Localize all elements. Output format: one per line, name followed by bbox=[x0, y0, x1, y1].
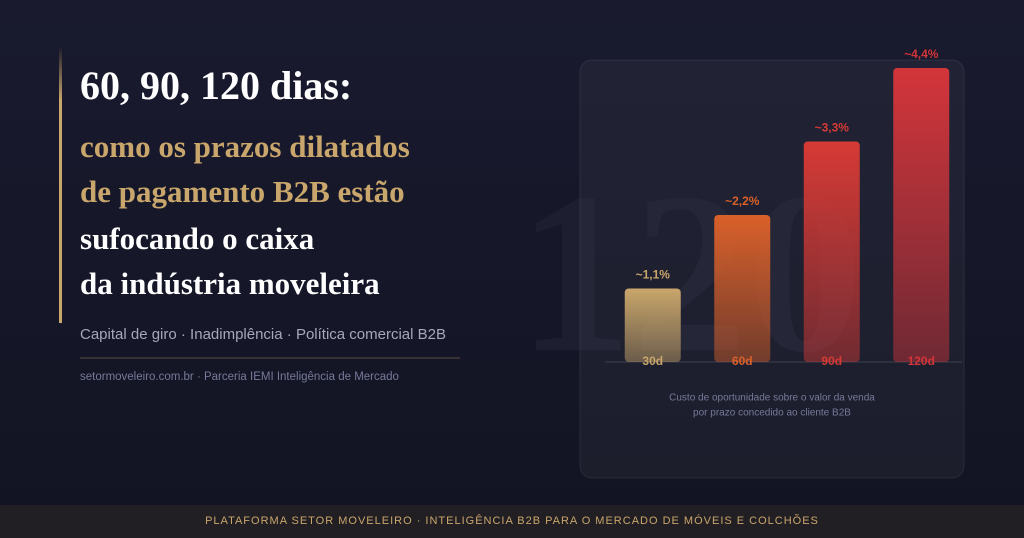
x-tick-label: 60d bbox=[732, 354, 753, 368]
headline-line: sufocando o caixa bbox=[80, 221, 315, 256]
value-label: ~3,3% bbox=[815, 121, 850, 135]
accent-bar bbox=[59, 45, 62, 323]
bar bbox=[624, 288, 681, 362]
chart-caption: Custo de oportunidade sobre o valor da v… bbox=[669, 393, 875, 404]
headline-line: de pagamento B2B estão bbox=[80, 174, 405, 209]
headline-line: como os prazos dilatados bbox=[80, 129, 410, 164]
value-label: ~2,2% bbox=[725, 194, 760, 208]
x-tick-label: 30d bbox=[642, 354, 663, 368]
value-label: ~1,1% bbox=[636, 268, 671, 282]
value-label: ~4,4% bbox=[904, 47, 939, 61]
footer: PLATAFORMA SETOR MOVELEIRO · INTELIGÊNCI… bbox=[205, 514, 819, 527]
tags: Capital de giro · Inadimplência · Políti… bbox=[80, 326, 446, 343]
bar bbox=[714, 215, 771, 362]
bar bbox=[803, 141, 860, 362]
bar bbox=[893, 68, 950, 362]
source: setormoveleiro.com.br · Parceria IEMI In… bbox=[80, 371, 399, 383]
x-tick-label: 120d bbox=[908, 354, 935, 368]
chart-caption: por prazo concedido ao cliente B2B bbox=[693, 408, 851, 419]
x-tick-label: 90d bbox=[821, 354, 842, 368]
footer-band bbox=[0, 505, 1024, 538]
chart-panel bbox=[579, 59, 965, 479]
headline-line: da indústria moveleira bbox=[80, 266, 380, 301]
headline: 60, 90, 120 dias: bbox=[80, 63, 352, 108]
